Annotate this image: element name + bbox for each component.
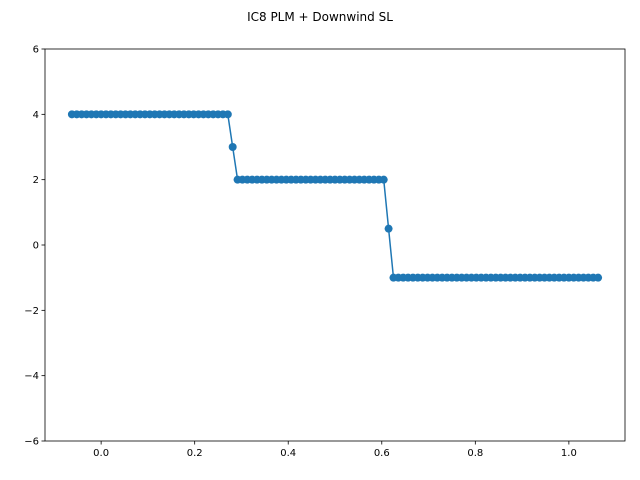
- plot-area: [67, 110, 603, 282]
- y-tick-label: 4: [33, 110, 39, 121]
- x-tick-label: 0.8: [467, 448, 483, 459]
- x-tick-label: 1.0: [561, 448, 577, 459]
- x-tick-label: 0.2: [187, 448, 203, 459]
- y-tick-label: −6: [24, 437, 39, 448]
- data-point: [594, 273, 603, 282]
- axes-frame: [44, 48, 626, 442]
- y-tick-label: −2: [24, 306, 39, 317]
- data-point: [384, 224, 393, 233]
- y-tick-label: 0: [33, 241, 39, 252]
- x-tick-label: 0.6: [374, 448, 390, 459]
- y-tick-label: 6: [33, 45, 39, 56]
- data-point: [223, 110, 232, 119]
- data-point: [228, 143, 237, 151]
- series-line: [71, 113, 599, 279]
- x-tick-label: 0.4: [280, 448, 296, 459]
- data-point: [379, 175, 388, 184]
- y-tick-label: 2: [33, 175, 39, 186]
- axes: 0.0 0.2 0.4 0.6 0.8 1.0 −6 −4 −2 0 2 4 6: [24, 45, 626, 459]
- x-tick-label: 0.0: [93, 448, 109, 459]
- chart-title: IC8 PLM + Downwind SL: [247, 10, 393, 24]
- y-tick-label: −4: [24, 371, 39, 382]
